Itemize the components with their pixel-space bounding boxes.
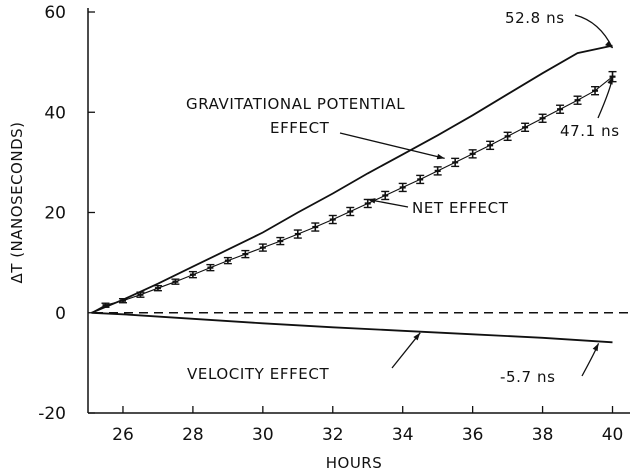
annotation: NET EFFECT [367, 198, 509, 217]
annotation-arrowhead [436, 153, 445, 160]
y-tick-label: 20 [44, 204, 66, 224]
x-tick-label: 30 [252, 425, 274, 445]
x-tick-label: 36 [462, 425, 484, 445]
annotation: GRAVITATIONAL POTENTIAL EFFECT [186, 95, 445, 160]
net-effect-trace [91, 76, 613, 314]
y-tick-label: 60 [44, 3, 66, 23]
annotation-label: GRAVITATIONAL POTENTIAL [186, 95, 405, 113]
annotation-arrowhead [607, 76, 613, 85]
annotation: 52.8 ns [505, 9, 614, 49]
y-tick-label: -20 [38, 404, 66, 424]
annotation-label: VELOCITY EFFECT [187, 365, 329, 383]
x-tick-label: 26 [112, 425, 134, 445]
x-tick-label: 38 [532, 425, 554, 445]
annotation-arrowhead [367, 198, 376, 204]
annotation: 47.1 ns [560, 76, 620, 140]
y-tick-label: 0 [55, 304, 66, 324]
annotation-arrowhead [592, 343, 599, 352]
y-tick-label: 40 [44, 103, 66, 123]
annotation-arrowhead [413, 332, 421, 341]
annotation-arrowhead [605, 41, 613, 49]
x-tick-label: 32 [322, 425, 344, 445]
annotation: -5.7 ns [500, 343, 600, 386]
gravitational-potential-effect-line [91, 44, 613, 314]
annotation-label: NET EFFECT [412, 199, 509, 217]
x-tick-label: 34 [392, 425, 414, 445]
velocity-effect-line [91, 311, 613, 344]
annotation-label: -5.7 ns [500, 368, 556, 386]
annotation-leader [339, 132, 445, 159]
x-axis-title: HOURS [326, 454, 383, 472]
x-axis-ticks: 26 28 30 32 34 36 38 40 [112, 406, 623, 445]
axis-frame [87, 8, 630, 414]
annotation-label: 47.1 ns [560, 122, 620, 140]
net-effect-points [91, 70, 617, 314]
x-tick-label: 40 [602, 425, 624, 445]
annotations: 52.8 ns 47.1 ns GRAVITATIONAL POTENTIAL EFF… [186, 9, 620, 386]
annotation-leader [391, 332, 421, 369]
x-tick-label: 28 [182, 425, 204, 445]
y-axis-title: ΔT (NANOSECONDS) [8, 122, 26, 284]
annotation-label: EFFECT [270, 119, 330, 137]
series-layer [91, 44, 617, 344]
y-axis-ticks: -20 0 20 40 60 [38, 3, 95, 424]
annotation-label: 52.8 ns [505, 9, 565, 27]
annotation: VELOCITY EFFECT [187, 332, 421, 383]
annotation-leader [574, 14, 614, 49]
